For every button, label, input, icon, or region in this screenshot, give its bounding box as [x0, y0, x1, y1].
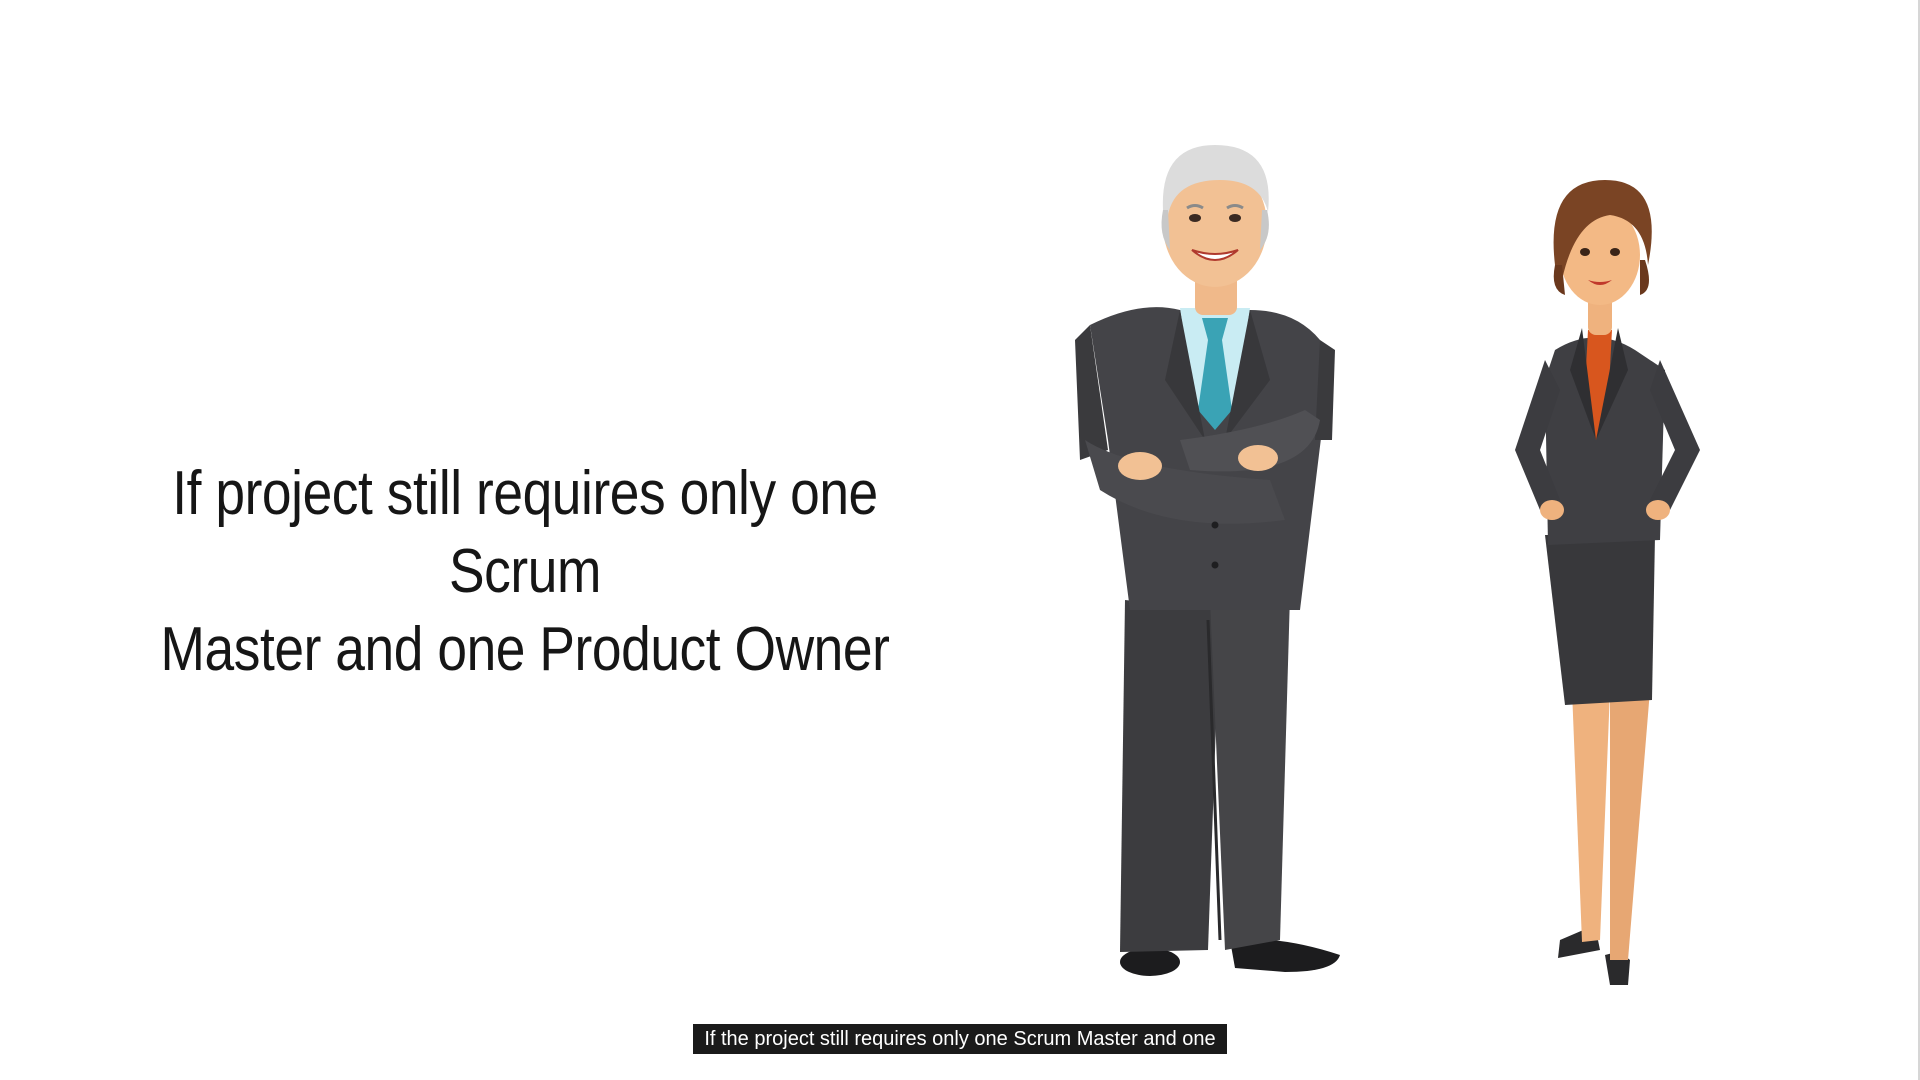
subtitle-area: If the project still requires only one S… [0, 1024, 1920, 1054]
frame-border [1918, 0, 1920, 1080]
businesswoman-illustration [1515, 180, 1700, 985]
businessman-illustration [1075, 145, 1340, 976]
slide-heading: If project still requires only one Scrum… [108, 455, 942, 689]
slide-heading-line-2: Master and one Product Owner [160, 615, 890, 684]
closed-caption: If the project still requires only one S… [693, 1024, 1227, 1054]
slide-heading-line-1: If project still requires only one Scrum [172, 459, 878, 606]
